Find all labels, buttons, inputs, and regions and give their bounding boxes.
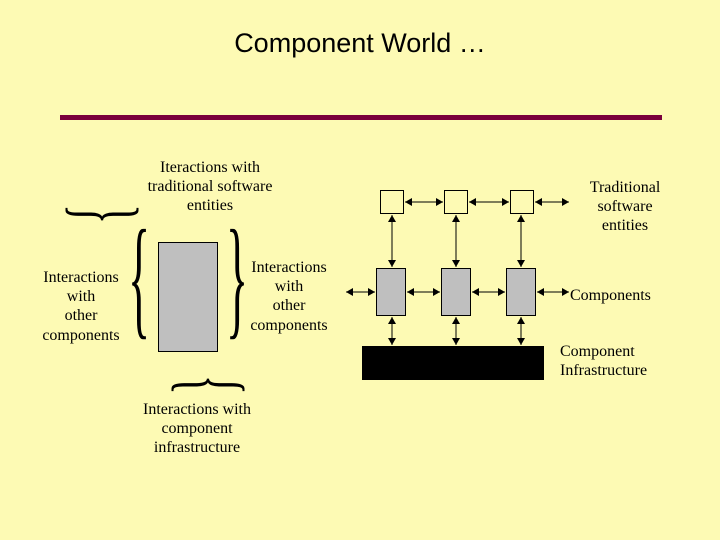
label-interactions-other-mid: Interactions with other components [234, 258, 344, 335]
arrow-comp-infra-1 [388, 317, 396, 345]
arrow-comp-1-2 [407, 288, 440, 296]
arrow-comp-3-label [537, 288, 569, 296]
arrow-comp-infra-2 [452, 317, 460, 345]
arrow-comp-2-3 [472, 288, 505, 296]
label-components: Components [570, 286, 690, 305]
single-component-box [158, 242, 218, 352]
label-interactions-infrastructure: Interactions with component infrastructu… [112, 400, 282, 458]
arrow-entity-2-3 [469, 198, 509, 206]
infrastructure-bar [362, 346, 544, 380]
arrow-ent-comp-1 [388, 215, 396, 267]
arrow-ent-comp-3 [517, 215, 525, 267]
label-interactions-other-left: Interactions with other components [26, 268, 136, 345]
arrow-entity-1-2 [405, 198, 443, 206]
component-box-1 [376, 268, 406, 316]
brace-right: } [226, 200, 248, 354]
component-box-3 [506, 268, 536, 316]
arrow-comp-infra-3 [517, 317, 525, 345]
arrow-ent-comp-2 [452, 215, 460, 267]
brace-bottom: } [155, 375, 256, 395]
page-title: Component World … [0, 28, 720, 59]
label-component-infrastructure: Component Infrastructure [560, 342, 700, 380]
component-box-2 [441, 268, 471, 316]
arrow-comp-left-in [346, 288, 375, 296]
entity-box-2 [444, 190, 468, 214]
entity-box-1 [380, 190, 404, 214]
title-underline [60, 115, 662, 120]
label-traditional-entities: Traditional software entities [570, 178, 680, 236]
arrow-entity-3-label [535, 198, 569, 206]
entity-box-3 [510, 190, 534, 214]
brace-left: { [128, 200, 150, 354]
